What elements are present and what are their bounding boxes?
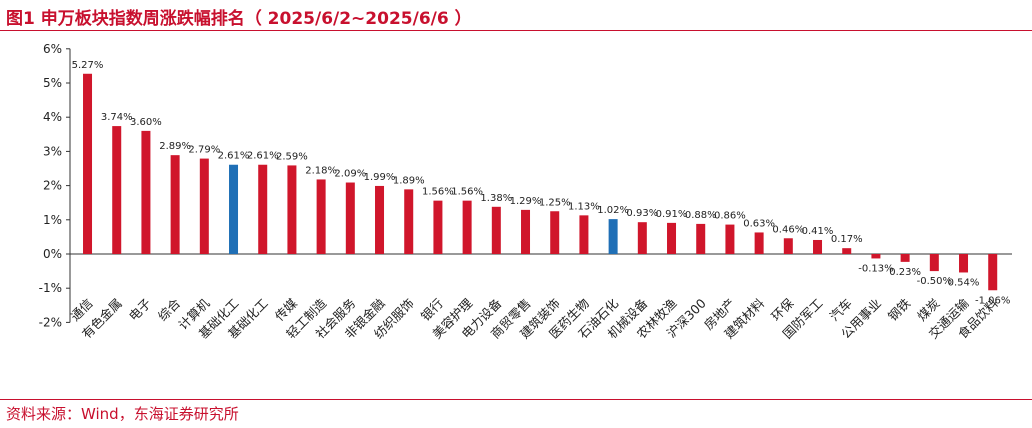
- bar: [842, 248, 852, 254]
- bar: [521, 209, 531, 254]
- source-note: 资料来源：Wind，东海证券研究所: [6, 405, 239, 423]
- data-label: 0.93%: [626, 208, 658, 219]
- y-tick-label: 6%: [43, 42, 62, 56]
- data-label: 0.91%: [656, 209, 688, 220]
- data-label: -1.06%: [975, 295, 1010, 306]
- bar: [229, 164, 239, 254]
- data-label: 1.38%: [480, 193, 512, 204]
- data-label: 2.89%: [159, 141, 191, 152]
- y-tick-label: -1%: [39, 281, 62, 295]
- bar: [404, 189, 414, 254]
- y-tick-label: 1%: [43, 213, 62, 227]
- data-label: -0.50%: [917, 276, 952, 287]
- bar: [316, 179, 326, 254]
- bar: [287, 165, 297, 254]
- bar: [550, 211, 560, 254]
- bar: [813, 239, 823, 254]
- data-label: 2.18%: [305, 165, 337, 176]
- bar: [871, 254, 881, 259]
- data-label: 1.99%: [364, 172, 396, 183]
- data-label: 1.13%: [568, 201, 600, 212]
- y-tick-label: 5%: [43, 76, 62, 90]
- bar: [637, 222, 647, 254]
- data-label: 0.23%: [889, 267, 921, 278]
- bar: [375, 185, 385, 254]
- bar: [491, 206, 501, 254]
- bar: [959, 254, 969, 273]
- data-label: 2.09%: [334, 169, 366, 180]
- bar: [783, 238, 793, 254]
- data-label: 0.54%: [948, 277, 980, 288]
- bar: [258, 164, 268, 254]
- data-label: 1.56%: [422, 187, 454, 198]
- data-label: 2.79%: [188, 145, 220, 156]
- y-tick-label: 3%: [43, 144, 62, 158]
- data-label: 2.61%: [247, 151, 279, 162]
- data-label: 3.74%: [101, 112, 133, 123]
- y-tick-label: 4%: [43, 110, 62, 124]
- data-label: 1.89%: [393, 175, 425, 186]
- data-label: 2.61%: [218, 151, 250, 162]
- data-label: 0.41%: [802, 226, 834, 237]
- bar: [696, 223, 706, 254]
- data-label: 0.46%: [772, 224, 804, 235]
- data-label: -0.13%: [858, 263, 893, 274]
- bar: [929, 254, 939, 272]
- bar: [462, 200, 472, 254]
- footer-divider: [0, 399, 1032, 400]
- bar: [725, 224, 735, 254]
- data-label: 5.27%: [72, 60, 104, 71]
- bar: [667, 222, 677, 254]
- bar: [170, 155, 180, 254]
- category-label: 电子: [126, 296, 154, 324]
- bar: [141, 130, 151, 254]
- bar: [433, 200, 443, 254]
- data-label: 2.59%: [276, 151, 308, 162]
- y-tick-label: 0%: [43, 247, 62, 261]
- bar: [754, 232, 764, 254]
- bar: [112, 126, 122, 254]
- category-label: 钢铁: [885, 295, 914, 324]
- y-tick-label: -2%: [39, 315, 62, 329]
- y-tick-label: 2%: [43, 179, 62, 193]
- data-label: 0.88%: [685, 210, 717, 221]
- bar: [345, 182, 355, 254]
- data-label: 0.17%: [831, 234, 863, 245]
- title-divider: [0, 30, 1032, 31]
- data-label: 1.56%: [451, 187, 483, 198]
- page-title: 图1 申万板块指数周涨跌幅排名（ 2025/6/2~2025/6/6 ）: [6, 9, 472, 29]
- bar: [608, 219, 618, 254]
- bar: [199, 158, 209, 254]
- data-label: 0.86%: [714, 211, 746, 222]
- data-label: 3.60%: [130, 117, 162, 128]
- bar: [83, 73, 93, 255]
- data-label: 1.25%: [539, 197, 571, 208]
- bar: [900, 254, 910, 262]
- bar: [988, 254, 998, 291]
- bar-chart: -2%-1%0%1%2%3%4%5%6%5.27%通信3.74%有色金属3.60…: [39, 42, 1012, 341]
- data-label: 1.29%: [510, 196, 542, 207]
- bar: [579, 215, 589, 254]
- data-label: 0.63%: [743, 218, 775, 229]
- data-label: 1.02%: [597, 205, 629, 216]
